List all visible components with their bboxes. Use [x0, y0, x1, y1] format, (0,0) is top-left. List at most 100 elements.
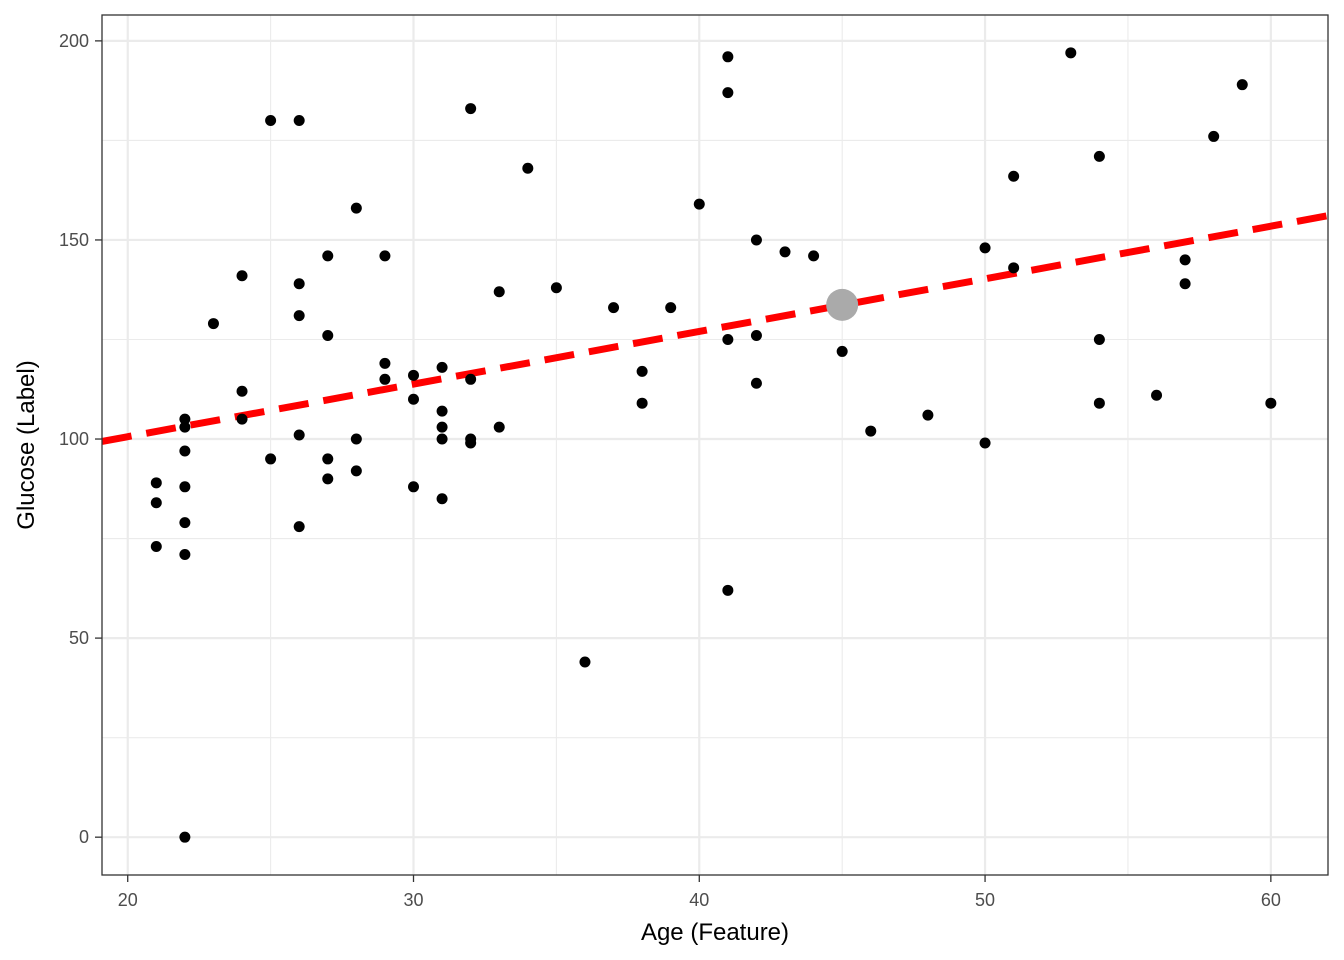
data-point	[236, 413, 248, 425]
data-point	[265, 453, 277, 465]
data-point	[179, 548, 191, 560]
data-point	[179, 421, 191, 433]
y-tick-label: 50	[69, 628, 89, 648]
y-axis-title: Glucose (Label)	[13, 360, 40, 529]
data-point	[179, 481, 191, 493]
x-tick-label: 60	[1261, 890, 1281, 910]
data-point	[1093, 397, 1105, 409]
data-point	[750, 377, 762, 389]
data-point	[236, 270, 248, 282]
data-point	[465, 373, 477, 385]
data-point	[922, 409, 934, 421]
data-point	[179, 831, 191, 843]
data-point	[379, 250, 391, 262]
data-point	[408, 369, 420, 381]
data-point	[550, 282, 562, 294]
data-point	[979, 437, 991, 449]
data-point	[693, 198, 705, 210]
regression-line-layer	[101, 212, 1329, 445]
data-point	[150, 497, 162, 509]
data-point	[293, 310, 305, 322]
x-tick-label: 30	[403, 890, 423, 910]
data-point	[322, 330, 334, 342]
data-point	[436, 421, 448, 433]
data-point	[150, 541, 162, 553]
data-point	[1008, 262, 1020, 274]
data-point	[436, 361, 448, 373]
x-axis-title: Age (Feature)	[641, 919, 789, 946]
data-points	[150, 47, 1277, 843]
data-point	[722, 333, 734, 345]
data-point	[750, 330, 762, 342]
data-point	[436, 433, 448, 445]
y-tick-label: 200	[59, 31, 89, 51]
data-point	[779, 246, 791, 258]
data-point	[436, 405, 448, 417]
data-point	[493, 421, 505, 433]
data-point	[179, 413, 191, 425]
data-point	[1151, 389, 1163, 401]
data-point	[1065, 47, 1077, 59]
data-point	[665, 302, 677, 314]
data-point	[836, 345, 848, 357]
highlight-point-layer	[826, 288, 859, 321]
data-point	[179, 517, 191, 529]
data-point	[436, 493, 448, 505]
x-tick-label: 40	[689, 890, 709, 910]
panel-border	[101, 14, 1329, 876]
data-point	[1008, 170, 1020, 182]
data-point	[236, 385, 248, 397]
x-axis: 20 30 40 50 60	[118, 875, 1281, 910]
data-point	[722, 51, 734, 63]
data-point	[522, 162, 534, 174]
data-point	[493, 286, 505, 298]
data-point	[1093, 150, 1105, 162]
data-point	[322, 473, 334, 485]
data-point	[179, 445, 191, 457]
highlight-point	[826, 288, 859, 321]
data-point	[750, 234, 762, 246]
data-point	[1179, 254, 1191, 266]
data-point	[722, 584, 734, 596]
data-point	[979, 242, 991, 254]
data-point	[322, 453, 334, 465]
data-point	[379, 373, 391, 385]
data-point	[722, 87, 734, 99]
data-point	[808, 250, 820, 262]
data-point	[293, 115, 305, 127]
data-point	[636, 397, 648, 409]
data-point	[865, 425, 877, 437]
data-point	[465, 437, 477, 449]
data-point	[465, 103, 477, 115]
data-point	[1265, 397, 1277, 409]
y-tick-label: 150	[59, 230, 89, 250]
x-tick-label: 20	[118, 890, 138, 910]
data-point	[1093, 333, 1105, 345]
data-point	[293, 429, 305, 441]
data-point	[408, 393, 420, 405]
data-point	[379, 357, 391, 369]
data-point	[293, 278, 305, 290]
data-point	[207, 318, 219, 330]
data-point	[350, 202, 362, 214]
data-point	[1236, 79, 1248, 91]
data-point	[636, 365, 648, 377]
y-axis: 0 50 100 150 200	[59, 31, 102, 847]
y-tick-label: 0	[79, 827, 89, 847]
data-point	[408, 481, 420, 493]
minor-gridlines	[102, 15, 1328, 875]
data-point	[322, 250, 334, 262]
data-point	[150, 477, 162, 489]
data-point	[1208, 130, 1220, 142]
major-gridlines	[102, 15, 1328, 875]
data-point	[1179, 278, 1191, 290]
data-point	[265, 115, 277, 127]
data-point	[350, 465, 362, 477]
y-tick-label: 100	[59, 429, 89, 449]
data-point	[293, 521, 305, 533]
x-tick-label: 50	[975, 890, 995, 910]
data-point	[579, 656, 591, 668]
regression-line	[101, 212, 1329, 445]
